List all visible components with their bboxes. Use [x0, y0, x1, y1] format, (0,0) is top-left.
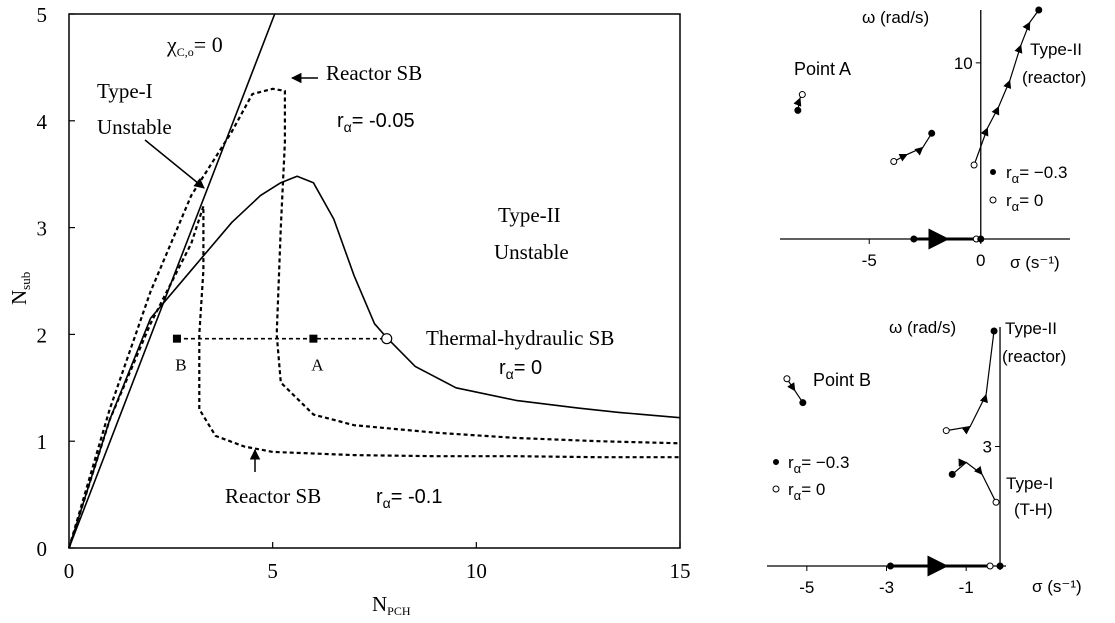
eigenvalue-open: [942, 427, 950, 435]
legend-filled-marker: [773, 459, 779, 465]
y-tick-label: 0: [37, 537, 48, 561]
reactor-sb-a-label: Reactor SB: [326, 61, 422, 85]
th-sb-label: Thermal-hydraulic SB: [426, 326, 614, 350]
operating-point-a: [309, 334, 318, 343]
inset-a-x-label: σ (s⁻¹): [1010, 253, 1060, 272]
inset-a-type-label: Type-II (reactor): [1022, 40, 1087, 87]
eigenvalue-filled: [799, 399, 807, 407]
eigenvalue-filled: [990, 327, 998, 335]
r-alpha-b-label: rα= -0.1: [376, 486, 442, 511]
y-axis-label: Nsub: [7, 272, 33, 305]
eigenvalue-trajectory: [973, 9, 1040, 166]
inset-b-type2-label: Type-II (reactor): [1002, 319, 1066, 366]
eigenvalue-open: [890, 157, 898, 165]
r-alpha-a-label: rα= -0.05: [337, 110, 415, 135]
eigenvalue-open: [986, 562, 994, 570]
y-tick-label: 5: [37, 3, 48, 27]
reactor-sb-b-label: Reactor SB: [225, 484, 321, 508]
inset-b-y-label: ω (rad/s): [889, 318, 956, 337]
r-alpha-th-label: rα= 0: [499, 357, 542, 382]
reactor-sb-a-curve: [67, 87, 681, 549]
type2-label: Type-II Unstable: [494, 203, 569, 264]
eigenvalue-trajectory: [946, 330, 995, 435]
inset-b-type1-label: Type-I (T-H): [1006, 474, 1058, 519]
eigenvalue-trajectory: [951, 458, 997, 503]
y-tick-label: 4: [37, 110, 48, 134]
inset-y-tick-label: 10: [954, 54, 973, 73]
inset-b-legend: rα= −0.3 rα= 0: [772, 453, 849, 503]
inset-x-tick-label: -1: [959, 578, 974, 597]
chi-zero-line: [68, 13, 276, 549]
legend-open-marker: [772, 485, 780, 493]
eigenvalue-filled: [996, 562, 1004, 570]
y-tick-label: 2: [37, 323, 48, 347]
x-tick-label: 5: [267, 559, 278, 583]
eigenvalue-filled: [928, 129, 936, 137]
inset-b-trajectories: [783, 327, 1004, 577]
legend-filled-marker: [990, 169, 996, 175]
legend-filled-label: rα= −0.3: [788, 453, 849, 476]
eigenvalue-filled: [910, 235, 918, 243]
inset-y-tick-label: 3: [983, 438, 992, 457]
eigenvalue-open: [992, 498, 1000, 506]
legend-filled-label: rα= −0.3: [1006, 163, 1067, 186]
inset-b-title: Point B: [813, 370, 871, 390]
inset-x-tick-label: 0: [976, 251, 985, 270]
inset-point-b: -5 -3 -1 3 ω (rad/s) σ (s⁻¹) Point B Type-I…: [767, 318, 1082, 597]
inset-a-title: Point A: [794, 59, 851, 79]
operating-point-label: A: [311, 356, 324, 375]
operating-point-label: B: [175, 356, 186, 375]
eigenvalue-open: [798, 91, 806, 99]
eigenvalue-filled: [886, 562, 894, 570]
eigenvalue-open: [970, 161, 978, 169]
inset-a-axes: -5 0 10: [780, 10, 1070, 270]
chi-label: χC,o= 0: [166, 32, 223, 59]
inset-a-legend: rα= −0.3 rα= 0: [989, 163, 1067, 214]
legend-open-label: rα= 0: [788, 480, 825, 503]
eigenvalue-trajectory: [893, 132, 933, 163]
stability-boundary-point: [381, 333, 393, 345]
reactor-sb-b-curve: [67, 205, 680, 549]
eigenvalue-filled: [1035, 6, 1043, 14]
inset-point-a: -5 0 10 ω (rad/s) σ (s⁻¹) Point A Type-II …: [780, 6, 1087, 272]
eigenvalue-open: [783, 375, 791, 383]
operating-point-b: [172, 334, 181, 343]
inset-a-y-label: ω (rad/s): [862, 8, 929, 27]
inset-x-tick-label: -3: [879, 578, 894, 597]
main-axis-ticks: 0 5 10 15 0 1 2 3 4 5: [37, 3, 691, 583]
legend-open-label: rα= 0: [1006, 191, 1043, 214]
inset-x-tick-label: -5: [799, 578, 814, 597]
legend-open-marker: [989, 196, 997, 204]
th-sb-curve: [68, 175, 681, 549]
x-tick-label: 15: [670, 559, 691, 583]
inset-x-tick-label: -5: [862, 251, 877, 270]
x-axis-label: NPCH: [372, 592, 411, 618]
type1-arrow: [144, 139, 205, 189]
eigenvalue-filled: [977, 235, 985, 243]
type1-label: Type-I Unstable: [97, 79, 172, 139]
inset-b-axes: -5 -3 -1 3: [767, 327, 1006, 597]
eigenvalue-filled: [948, 470, 956, 478]
eigenvalue-filled: [794, 106, 802, 114]
main-plot-frame: [68, 13, 681, 549]
x-tick-label: 0: [64, 559, 75, 583]
inset-b-x-label: σ (s⁻¹): [1032, 577, 1082, 596]
y-tick-label: 3: [37, 217, 48, 241]
eigenvalue-trajectory: [786, 378, 804, 404]
x-tick-label: 10: [466, 559, 487, 583]
inset-a-trajectories: [793, 6, 1043, 250]
y-tick-label: 1: [37, 430, 48, 454]
